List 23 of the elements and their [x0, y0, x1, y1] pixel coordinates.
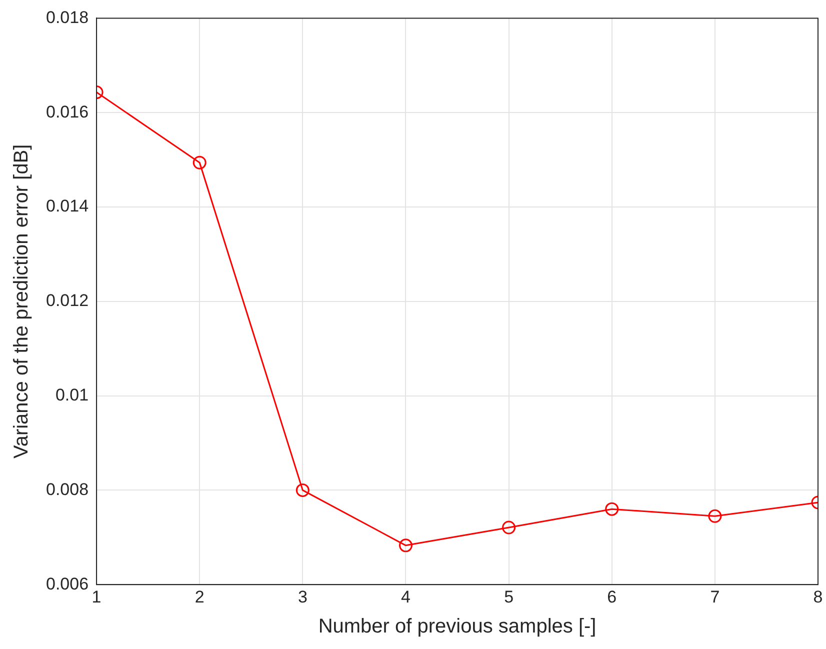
point — [192, 156, 206, 170]
point — [502, 520, 516, 534]
x-tick-label: 3 — [298, 587, 308, 606]
y-tick-label: 0.016 — [46, 102, 89, 122]
x-tick-label: 2 — [194, 587, 204, 606]
y-tick-label: 0.012 — [46, 291, 89, 310]
y-tick-label: 0.014 — [46, 196, 89, 216]
y-tick-label: 0.01 — [55, 385, 89, 404]
y-tick-label: 0.006 — [46, 574, 89, 594]
point — [296, 483, 310, 497]
y-axis-title: Variance of the prediction error [dB] — [10, 144, 33, 459]
point — [708, 509, 722, 523]
x-tick-label: 4 — [401, 587, 410, 606]
y-tick-label: 0.008 — [46, 480, 89, 499]
point — [398, 538, 412, 552]
x-tick-label: 6 — [607, 587, 617, 606]
x-tick-label: 8 — [813, 587, 823, 606]
x-tick-label: 5 — [504, 587, 514, 606]
point — [605, 502, 619, 516]
x-tick-label: 7 — [710, 587, 720, 606]
y-tick-label: 0.018 — [46, 8, 89, 27]
x-tick-label: 1 — [92, 587, 102, 606]
x-axis-title: Number of previous samples [-] — [318, 616, 596, 638]
